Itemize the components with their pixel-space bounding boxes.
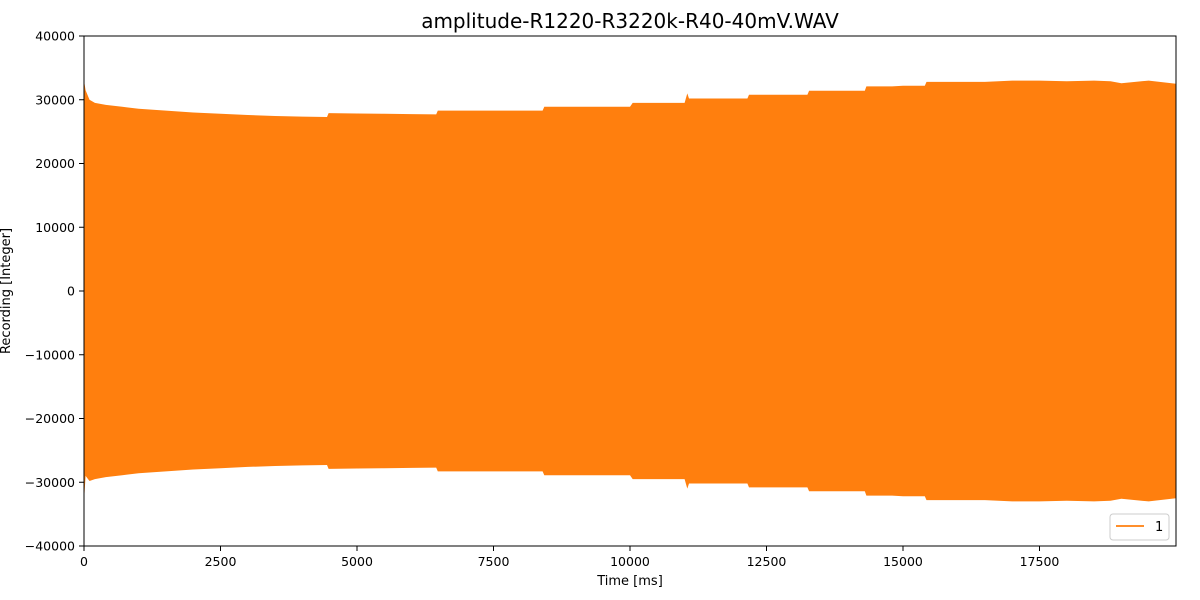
y-tick-label: 10000 [35,220,75,235]
legend-box [1109,513,1170,541]
x-tick-label: 0 [80,554,88,569]
y-axis-label: Recording [Integer] [0,228,14,354]
x-tick-label: 10000 [610,554,650,569]
y-tick-label: 40000 [35,29,75,44]
x-tick-label: 17500 [1020,554,1060,569]
x-tick-label: 7500 [478,554,510,569]
series-1-envelope [84,80,1176,502]
y-tick-label: −30000 [25,475,75,490]
x-tick-label: 15000 [883,554,923,569]
x-axis: 0 2500 5000 7500 10000 12500 15000 17500 [80,546,1059,569]
legend-label-series-1: 1 [1155,520,1163,535]
x-tick-label: 12500 [747,554,787,569]
y-tick-label: 20000 [35,156,75,171]
y-tick-label: −40000 [25,539,75,554]
legend: 1 [1109,513,1170,541]
x-axis-label: Time [ms] [596,574,663,589]
plot-area [83,35,1177,547]
x-tick-label: 2500 [205,554,237,569]
x-tick-label: 5000 [341,554,373,569]
y-axis: 40000 30000 20000 10000 0 −10000 −20000 −30000 −… [25,29,84,554]
chart-title: amplitude-R1220-R3220k-R40-40mV.WAV [421,9,839,33]
y-tick-label: −10000 [25,347,75,362]
y-tick-label: 0 [67,284,75,299]
y-tick-label: 30000 [35,92,75,107]
y-tick-label: −20000 [25,411,75,426]
